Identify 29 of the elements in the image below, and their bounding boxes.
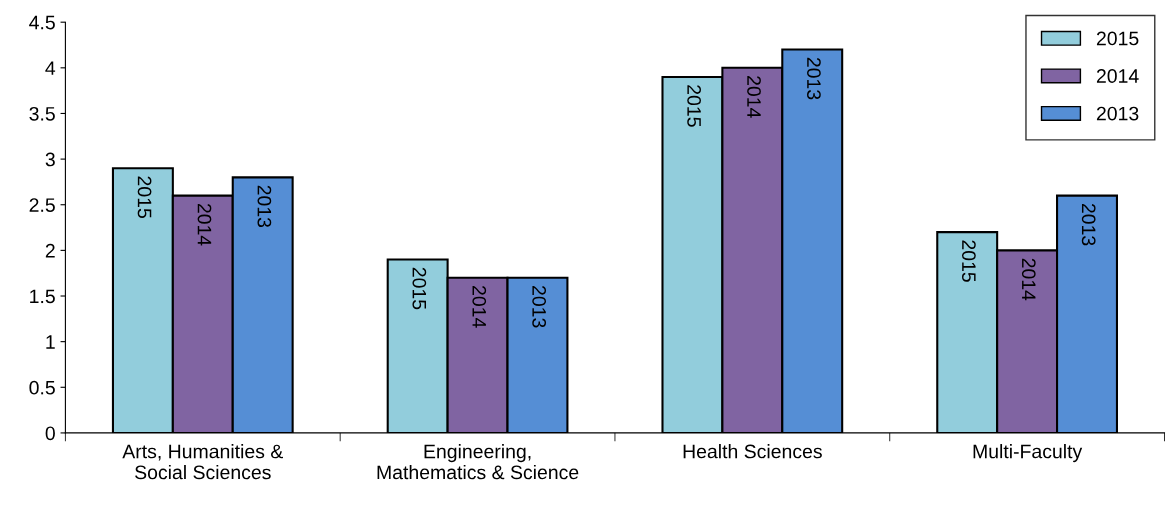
text: 2015 <box>961 240 976 282</box>
y-tick-label: 3 <box>45 152 55 167</box>
legend-label: 2013 <box>1096 106 1139 121</box>
legend-label: 2015 <box>1096 31 1139 46</box>
text: 2014 <box>747 76 761 118</box>
text: 2013 <box>532 286 547 328</box>
text: 2015 <box>137 176 152 218</box>
text: 2014 <box>197 203 212 246</box>
text: 2015 <box>687 85 701 127</box>
y-tick-label: 2 <box>45 243 55 258</box>
y-tick-label: 0 <box>45 426 55 441</box>
y-tick-label: 4 <box>45 61 56 75</box>
x-tick-label: Health Sciences <box>683 444 822 459</box>
text: 2013 <box>807 57 821 100</box>
text: 2013 <box>257 185 272 228</box>
x-tick-label: Arts, Humanities & Social Sciences <box>122 444 283 480</box>
x-tick-label: Engineering, Mathematics & Science <box>377 444 579 480</box>
text: 2014 <box>472 286 487 328</box>
x-tick-label: Multi-Faculty <box>973 444 1083 463</box>
text: 2015 <box>412 267 427 310</box>
y-tick-label: 4.5 <box>29 15 55 30</box>
y-tick-label: 1 <box>46 335 55 349</box>
y-tick-label: 1.5 <box>30 289 55 304</box>
y-tick-label: 2.5 <box>29 198 55 212</box>
text: 2013 <box>1081 203 1096 246</box>
text: 2014 <box>1021 258 1036 301</box>
y-tick-label: 3.5 <box>29 106 55 121</box>
legend-label: 2014 <box>1096 69 1139 83</box>
y-tick-label: 0.5 <box>29 380 55 395</box>
